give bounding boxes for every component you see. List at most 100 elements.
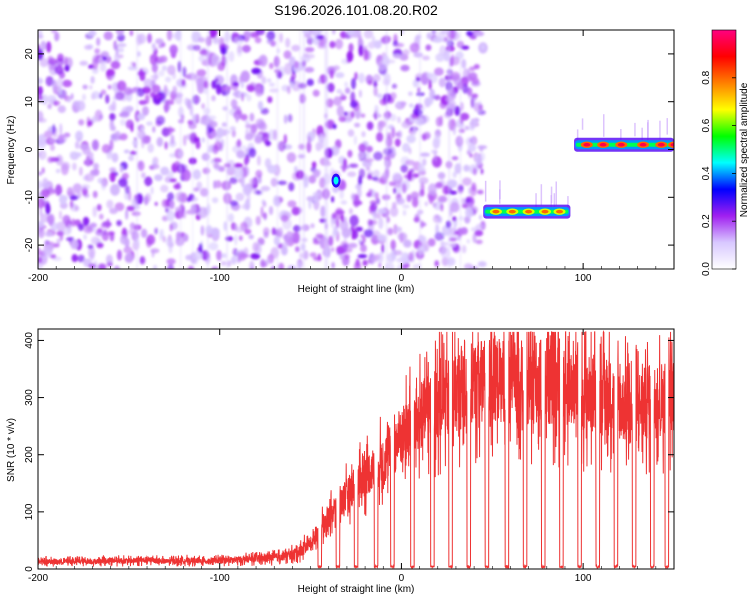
noise-speckle xyxy=(348,43,354,53)
noise-speckle xyxy=(182,66,187,78)
noise-speckle xyxy=(69,200,74,209)
noise-speckle xyxy=(56,78,64,90)
noise-speckle xyxy=(169,44,178,55)
noise-speckle xyxy=(38,34,44,39)
noise-speckle xyxy=(131,211,141,217)
noise-speckle xyxy=(59,210,62,220)
noise-speckle xyxy=(349,214,359,227)
noise-speckle xyxy=(452,171,457,178)
noise-speckle xyxy=(350,91,356,103)
noise-speckle xyxy=(117,43,127,48)
noise-speckle xyxy=(294,60,299,69)
noise-speckle xyxy=(242,44,251,53)
noise-speckle xyxy=(192,169,201,180)
noise-speckle xyxy=(100,223,108,229)
noise-speckle xyxy=(83,226,93,234)
noise-speckle xyxy=(261,132,270,144)
noise-speckle xyxy=(270,40,276,47)
noise-speckle xyxy=(44,130,53,139)
noise-speckle xyxy=(250,253,261,260)
noise-speckle xyxy=(52,124,56,135)
noise-speckle xyxy=(420,152,430,157)
noise-speckle xyxy=(214,180,222,189)
noise-speckle xyxy=(333,96,342,106)
noise-speckle xyxy=(161,199,169,208)
noise-speckle xyxy=(376,110,380,119)
noise-speckle xyxy=(365,166,371,171)
band-peak-core xyxy=(670,142,674,147)
noise-speckle xyxy=(340,31,347,39)
noise-speckle xyxy=(123,246,133,254)
noise-speckle xyxy=(141,139,145,149)
noise-speckle xyxy=(155,115,165,126)
noise-speckle xyxy=(269,62,274,69)
noise-speckle xyxy=(62,214,71,225)
noise-speckle xyxy=(343,247,353,253)
noise-speckle xyxy=(343,231,347,242)
noise-speckle xyxy=(358,168,366,179)
noise-speckle xyxy=(70,239,79,250)
noise-streak xyxy=(207,30,209,269)
noise-speckle xyxy=(51,30,57,34)
noise-speckle xyxy=(117,33,125,42)
noise-speckle xyxy=(469,66,476,72)
noise-speckle xyxy=(169,199,175,210)
y-tick-label: 0 xyxy=(24,146,35,152)
band-streak xyxy=(553,193,556,214)
noise-speckle xyxy=(192,94,200,105)
noise-speckle xyxy=(283,50,292,60)
noise-speckle xyxy=(105,254,113,265)
noise-speckle xyxy=(115,91,125,101)
noise-speckle xyxy=(109,113,116,121)
noise-speckle xyxy=(406,194,412,203)
noise-speckle xyxy=(339,254,346,260)
noise-speckle xyxy=(289,56,296,67)
band-peak-core xyxy=(556,209,563,214)
noise-speckle xyxy=(48,138,58,143)
noise-speckle xyxy=(107,231,115,236)
noise-speckle xyxy=(435,223,440,235)
noise-speckle xyxy=(440,203,444,212)
band-streak xyxy=(647,122,649,143)
noise-speckle xyxy=(170,134,175,145)
noise-speckle xyxy=(412,125,417,136)
noise-speckle xyxy=(119,166,124,173)
noise-speckle xyxy=(477,189,484,195)
noise-speckle xyxy=(376,93,383,99)
noise-speckle xyxy=(361,131,366,138)
noise-speckle xyxy=(452,216,457,222)
noise-speckle xyxy=(119,133,128,141)
noise-speckle xyxy=(420,235,427,242)
y-tick-label: 10 xyxy=(24,96,35,108)
noise-speckle xyxy=(465,207,474,219)
noise-speckle xyxy=(84,173,95,182)
band-streak xyxy=(634,122,636,137)
noise-speckle xyxy=(357,254,368,259)
noise-speckle xyxy=(182,211,187,219)
noise-speckle xyxy=(192,196,198,202)
noise-speckle xyxy=(87,244,94,250)
noise-speckle xyxy=(372,210,377,220)
noise-speckle xyxy=(367,219,374,226)
noise-speckle xyxy=(173,183,182,190)
noise-speckle xyxy=(471,77,480,85)
noise-speckle xyxy=(147,143,154,153)
y-tick-label: 100 xyxy=(24,503,35,520)
noise-speckle xyxy=(400,53,407,61)
noise-speckle xyxy=(437,195,448,203)
noise-speckle xyxy=(128,190,132,202)
noise-speckle xyxy=(283,134,287,145)
noise-speckle xyxy=(227,260,232,268)
noise-speckle xyxy=(335,218,340,229)
noise-speckle xyxy=(221,122,227,127)
noise-speckle xyxy=(450,56,460,66)
colorbar-tick-label: 0.0 xyxy=(701,262,712,276)
noise-speckle xyxy=(451,156,459,161)
noise-streak xyxy=(136,30,138,269)
noise-speckle xyxy=(229,126,236,131)
noise-speckle xyxy=(394,138,401,147)
noise-speckle xyxy=(248,234,254,240)
band-peak-core xyxy=(583,142,591,147)
noise-speckle xyxy=(198,55,206,62)
